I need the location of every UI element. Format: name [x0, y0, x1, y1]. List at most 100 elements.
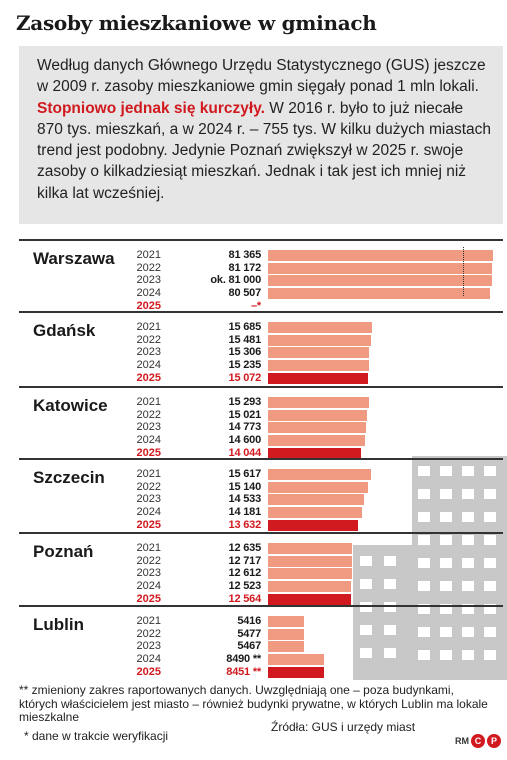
city-group: Szczecin 2021 15 617 2022 15 140 2023 14 533 20… [19, 458, 503, 534]
value-label: 15 306 [228, 346, 262, 359]
chart-row: 2025 12 564 [19, 593, 503, 606]
bar [268, 422, 366, 434]
bar [268, 334, 371, 346]
year-label: 2024 [136, 434, 161, 447]
bar [268, 409, 368, 421]
building-window [418, 604, 430, 614]
building-window [384, 579, 396, 589]
year-label: 2025 [136, 518, 161, 531]
chart-row: 2025 14 044 [19, 447, 503, 460]
value-label: 12 612 [228, 567, 262, 580]
year-label: 2024 [136, 359, 161, 372]
building-window [484, 512, 496, 522]
chart-row: 2022 5477 [19, 628, 503, 641]
bar [268, 616, 304, 627]
chart-title: Zasoby mieszkaniowe w gminach [16, 11, 377, 35]
chart-row: 2025 8451 ** [19, 666, 503, 679]
building-window [418, 466, 430, 476]
bar [268, 288, 490, 300]
year-label: 2023 [136, 493, 161, 506]
value-label: 14 181 [228, 506, 262, 519]
value-label: 5467 [237, 640, 261, 653]
building-window [384, 625, 396, 635]
bar [268, 322, 372, 333]
city-group: Gdańsk 2021 15 685 2022 15 481 2023 15 306 2024… [19, 311, 503, 388]
building-window [484, 489, 496, 499]
footnote-double-star: ** zmieniony zakres raportowanych danych… [19, 683, 488, 724]
city-name: Lublin [33, 615, 84, 634]
year-label: 2024 [136, 580, 161, 593]
year-label: 2022 [136, 627, 161, 640]
building-window [462, 512, 474, 522]
building-window [462, 581, 474, 591]
building-window [440, 489, 452, 499]
building-window [484, 581, 496, 591]
building-window [418, 581, 430, 591]
year-label: 2022 [136, 480, 161, 493]
publisher-logo: RM C P [455, 734, 501, 748]
value-label: 12 717 [228, 554, 262, 567]
chart-row: 2021 81 365 [19, 249, 503, 262]
building-window [360, 602, 372, 612]
building-window [418, 558, 430, 568]
footnote-single-star: * dane w trakcie weryfikacji [24, 729, 169, 743]
logo-initials: RM [455, 736, 469, 746]
year-label: 2025 [136, 665, 161, 678]
building-window [418, 535, 430, 545]
building-window [440, 512, 452, 522]
chart-row: 2025 13 632 [19, 519, 503, 532]
bar [268, 555, 353, 567]
value-label: 14 533 [228, 493, 262, 506]
logo-mark-c: C [471, 734, 485, 748]
value-label: 8490 ** [226, 653, 261, 666]
value-label: 14 600 [228, 434, 262, 447]
bar [268, 275, 492, 287]
building-window [440, 650, 452, 660]
year-label: 2021 [136, 396, 161, 408]
year-label: 2022 [136, 261, 161, 274]
building-window [360, 556, 372, 566]
intro-highlight: Stopniowo jednak się kurczyły. [37, 99, 265, 117]
building-window [418, 512, 430, 522]
year-label: 2023 [136, 640, 161, 653]
city-name: Katowice [33, 396, 108, 415]
chart-row: 2024 15 235 [19, 359, 503, 372]
value-label: 12 635 [228, 542, 262, 554]
year-label: 2025 [136, 592, 161, 605]
bar [268, 397, 370, 408]
value-label: 15 617 [228, 468, 262, 480]
value-label: –* [251, 299, 261, 312]
building-window [462, 558, 474, 568]
building-window [484, 558, 496, 568]
bar [268, 347, 370, 359]
city-name: Szczecin [33, 468, 105, 487]
intro-box: Według danych Głównego Urzędu Statystycz… [19, 46, 503, 224]
chart-row: 2021 5416 [19, 615, 503, 628]
value-label: ok. 81 000 [210, 274, 261, 287]
building-window [360, 579, 372, 589]
bar [268, 654, 325, 666]
bar [268, 543, 352, 554]
building-window [418, 650, 430, 660]
chart-row: 2023 12 612 [19, 567, 503, 580]
bar [268, 666, 324, 678]
building-window [440, 627, 452, 637]
year-label: 2024 [136, 287, 161, 300]
value-label: 14 044 [228, 446, 262, 459]
chart-row: 2021 15 293 [19, 396, 503, 409]
chart-row: 2024 14 181 [19, 506, 503, 519]
city-group: Lublin 2021 5416 2022 5477 2023 5467 2024 8490 *… [19, 605, 503, 679]
chart-row: 2021 15 685 [19, 321, 503, 334]
chart-row: 2025 15 072 [19, 372, 503, 385]
year-label: 2024 [136, 653, 161, 666]
intro-text-2: W 2016 r. było to już niecałe 870 tys. m… [37, 99, 492, 202]
building-window [462, 535, 474, 545]
building-window [440, 535, 452, 545]
intro-text: Według danych Głównego Urzędu Statystycz… [37, 57, 486, 96]
chart-row: 2022 15 481 [19, 334, 503, 347]
chart-row: 2023 14 533 [19, 493, 503, 506]
building-window [484, 466, 496, 476]
value-label: 81 365 [228, 249, 262, 261]
axis-break-line [463, 247, 464, 296]
